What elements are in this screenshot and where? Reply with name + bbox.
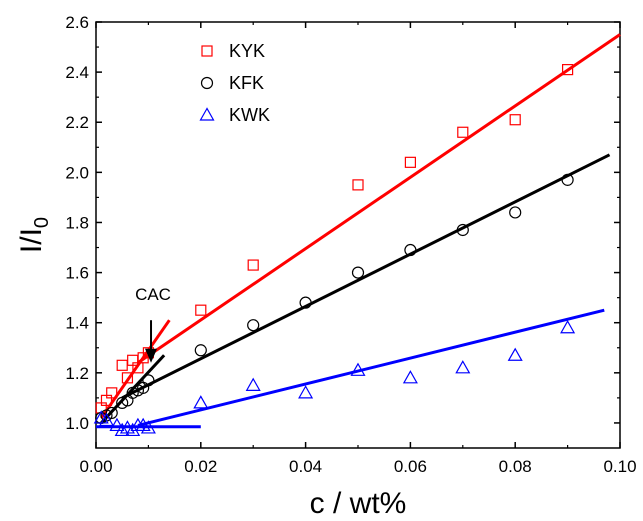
kyk-point [352, 179, 364, 191]
kwk-point [455, 360, 471, 374]
y-tick-label: 2.6 [65, 13, 89, 32]
x-tick-label: 0.06 [394, 457, 427, 476]
kfk-point [404, 243, 417, 257]
kfk-point [456, 223, 469, 237]
kwk-point [245, 377, 261, 391]
kfk-fit-line [121, 153, 611, 400]
kyk-point [509, 114, 521, 126]
y-tick-label: 1.2 [65, 364, 89, 383]
kyk-point [404, 156, 416, 168]
kwk-point [350, 362, 366, 376]
kyk-point [457, 126, 469, 138]
legend-kyk-label: KYK [229, 41, 265, 61]
y-tick-label: 1.0 [65, 414, 89, 433]
kwk-point [560, 319, 576, 334]
legend-kwk-label: KWK [229, 105, 270, 125]
kfk-point [509, 206, 522, 219]
y-axis-title: I/I0 [15, 217, 53, 253]
kyk-point [561, 64, 574, 76]
kwk-point [109, 417, 125, 432]
kyk-fit-line [100, 319, 171, 419]
y-tick-label: 2.2 [65, 113, 89, 132]
x-axis-title: c / wt% [310, 487, 407, 520]
kwk-point [402, 370, 418, 384]
x-tick-label: 0.04 [289, 457, 322, 476]
kyk-point [121, 372, 134, 384]
kfk-point [194, 344, 207, 357]
kwk-point [98, 412, 115, 427]
kyk-point [116, 359, 128, 371]
kfk-point [299, 296, 312, 309]
y-tick-label: 2.0 [65, 163, 89, 182]
legend-kfk-marker [200, 76, 214, 90]
legend-kwk-marker [199, 107, 215, 121]
kfk-point [247, 319, 260, 332]
kyk-point [247, 259, 259, 271]
kwk-point [125, 422, 141, 437]
kyk-fit-line [137, 33, 621, 365]
legend: KYK KFK KWK [199, 41, 270, 125]
axis-ticks: 0.00 0.02 0.04 0.06 0.08 0.10 1.0 1.2 1.4 1.6 1.8 2… [65, 13, 636, 476]
kwk-point [507, 347, 523, 361]
data-points [93, 64, 576, 437]
kfk-point [561, 173, 574, 186]
plot-frame [95, 21, 621, 449]
x-tick-label: 0.08 [499, 457, 532, 476]
kyk-point [195, 304, 207, 316]
kyk-point [106, 387, 118, 399]
legend-kyk-marker [201, 45, 213, 57]
y-axis-title-subscript: 0 [31, 217, 53, 228]
y-tick-label: 1.8 [65, 213, 89, 232]
y-tick-label: 1.6 [65, 264, 89, 283]
y-tick-label: 2.4 [65, 63, 89, 82]
y-tick-label: 1.4 [65, 314, 89, 333]
fit-lines [96, 33, 621, 429]
x-tick-label: 0.10 [603, 457, 636, 476]
kfk-point [351, 266, 365, 279]
y-axis-title-main: I/I [15, 228, 48, 253]
kfk-point [142, 374, 155, 387]
kwk-point [193, 395, 209, 409]
x-tick-label: 0.00 [79, 457, 112, 476]
kwk-point [114, 422, 130, 437]
kwk-point [140, 420, 156, 434]
legend-kfk-label: KFK [229, 73, 264, 93]
annotations: CAC [135, 285, 171, 363]
x-tick-label: 0.02 [184, 457, 217, 476]
kwk-fit-line [137, 308, 605, 427]
kwk-point [298, 385, 314, 399]
kfk-point [105, 406, 118, 420]
cac-label: CAC [135, 285, 171, 304]
cac-arrow-head [145, 348, 158, 363]
